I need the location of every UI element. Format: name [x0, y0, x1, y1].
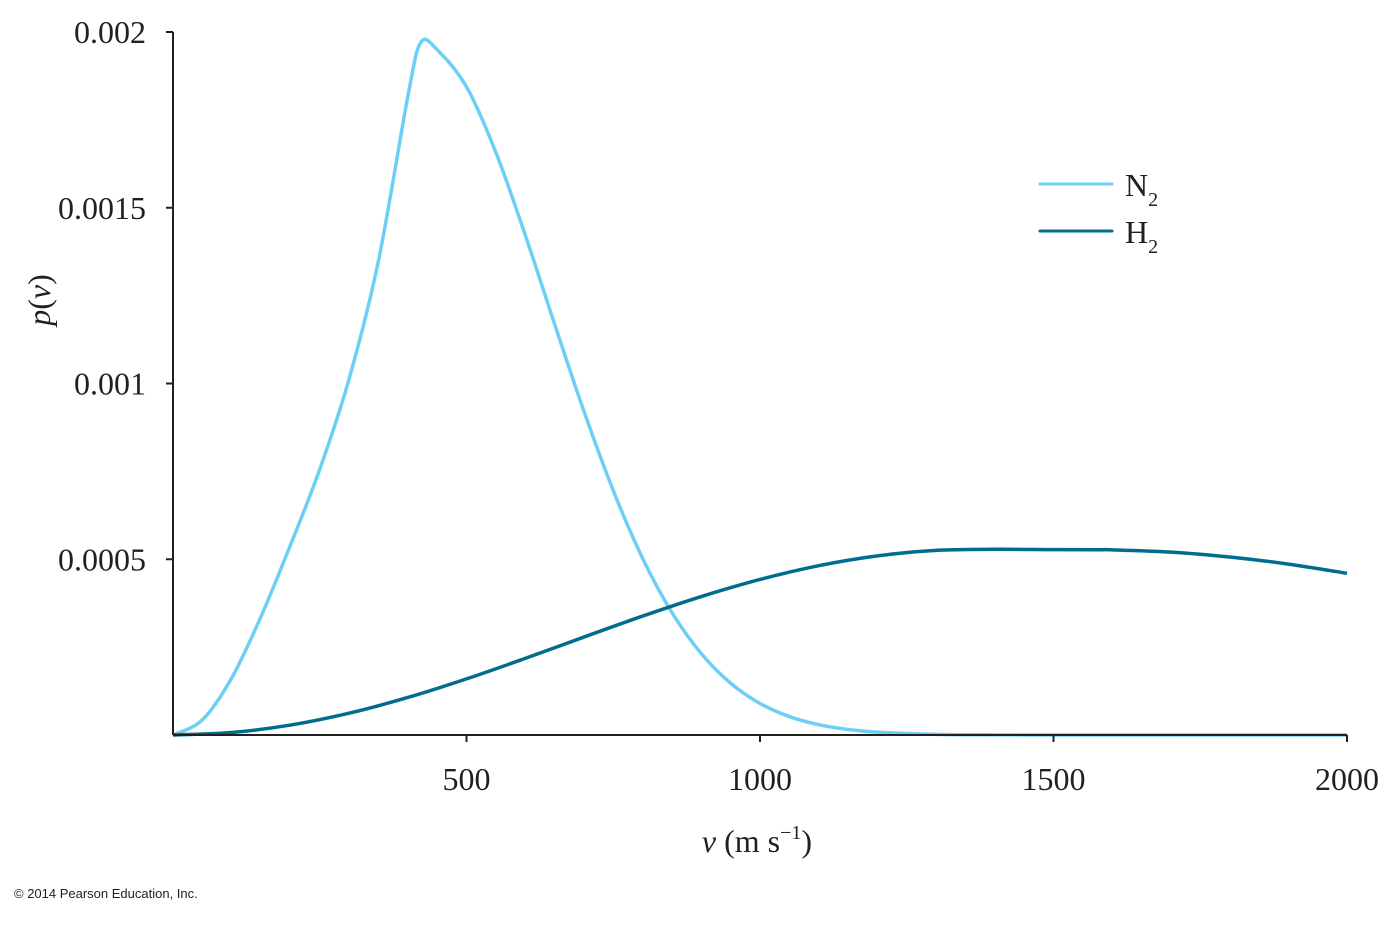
- series-line-n2: [172, 37, 1347, 737]
- x-tick-label: 1500: [1022, 761, 1086, 797]
- ticks: 500 1000 1500 2000 0.0005 0.001 0.0015 0.002: [58, 14, 1379, 797]
- legend-label-h2: H2: [1125, 214, 1158, 258]
- x-axis-title-unit: (m s: [716, 823, 780, 859]
- y-tick-label: 0.0005: [58, 541, 146, 577]
- copyright-notice: © 2014 Pearson Education, Inc.: [14, 886, 198, 901]
- x-axis-title-var: v: [702, 823, 717, 859]
- legend-label-h2-base: H: [1125, 214, 1148, 250]
- legend-label-n2-sub: 2: [1148, 189, 1158, 211]
- y-axis-title-close: ): [21, 274, 57, 285]
- y-tick-label: 0.002: [74, 14, 146, 50]
- legend-label-n2-base: N: [1125, 167, 1148, 203]
- legend-label-n2: N2: [1125, 167, 1158, 211]
- y-axis-title-var: p: [21, 310, 57, 328]
- y-axis-title-open: (: [21, 299, 57, 310]
- y-axis-title-arg: v: [21, 284, 57, 299]
- x-axis-title: v (m s−1): [702, 822, 812, 859]
- x-tick-label: 1000: [728, 761, 792, 797]
- x-tick-label: 2000: [1315, 761, 1379, 797]
- series-line-h2: [172, 547, 1348, 737]
- y-axis-title: p(v): [21, 274, 57, 328]
- x-axis-title-close: ): [801, 823, 812, 859]
- y-tick-label: 0.0015: [58, 190, 146, 226]
- series-layer: [172, 37, 1348, 737]
- legend: N2 H2: [1038, 167, 1158, 258]
- legend-label-h2-sub: 2: [1148, 236, 1158, 258]
- x-axis-title-exponent: −1: [780, 822, 801, 844]
- y-tick-label: 0.001: [74, 366, 146, 402]
- x-tick-label: 500: [443, 761, 491, 797]
